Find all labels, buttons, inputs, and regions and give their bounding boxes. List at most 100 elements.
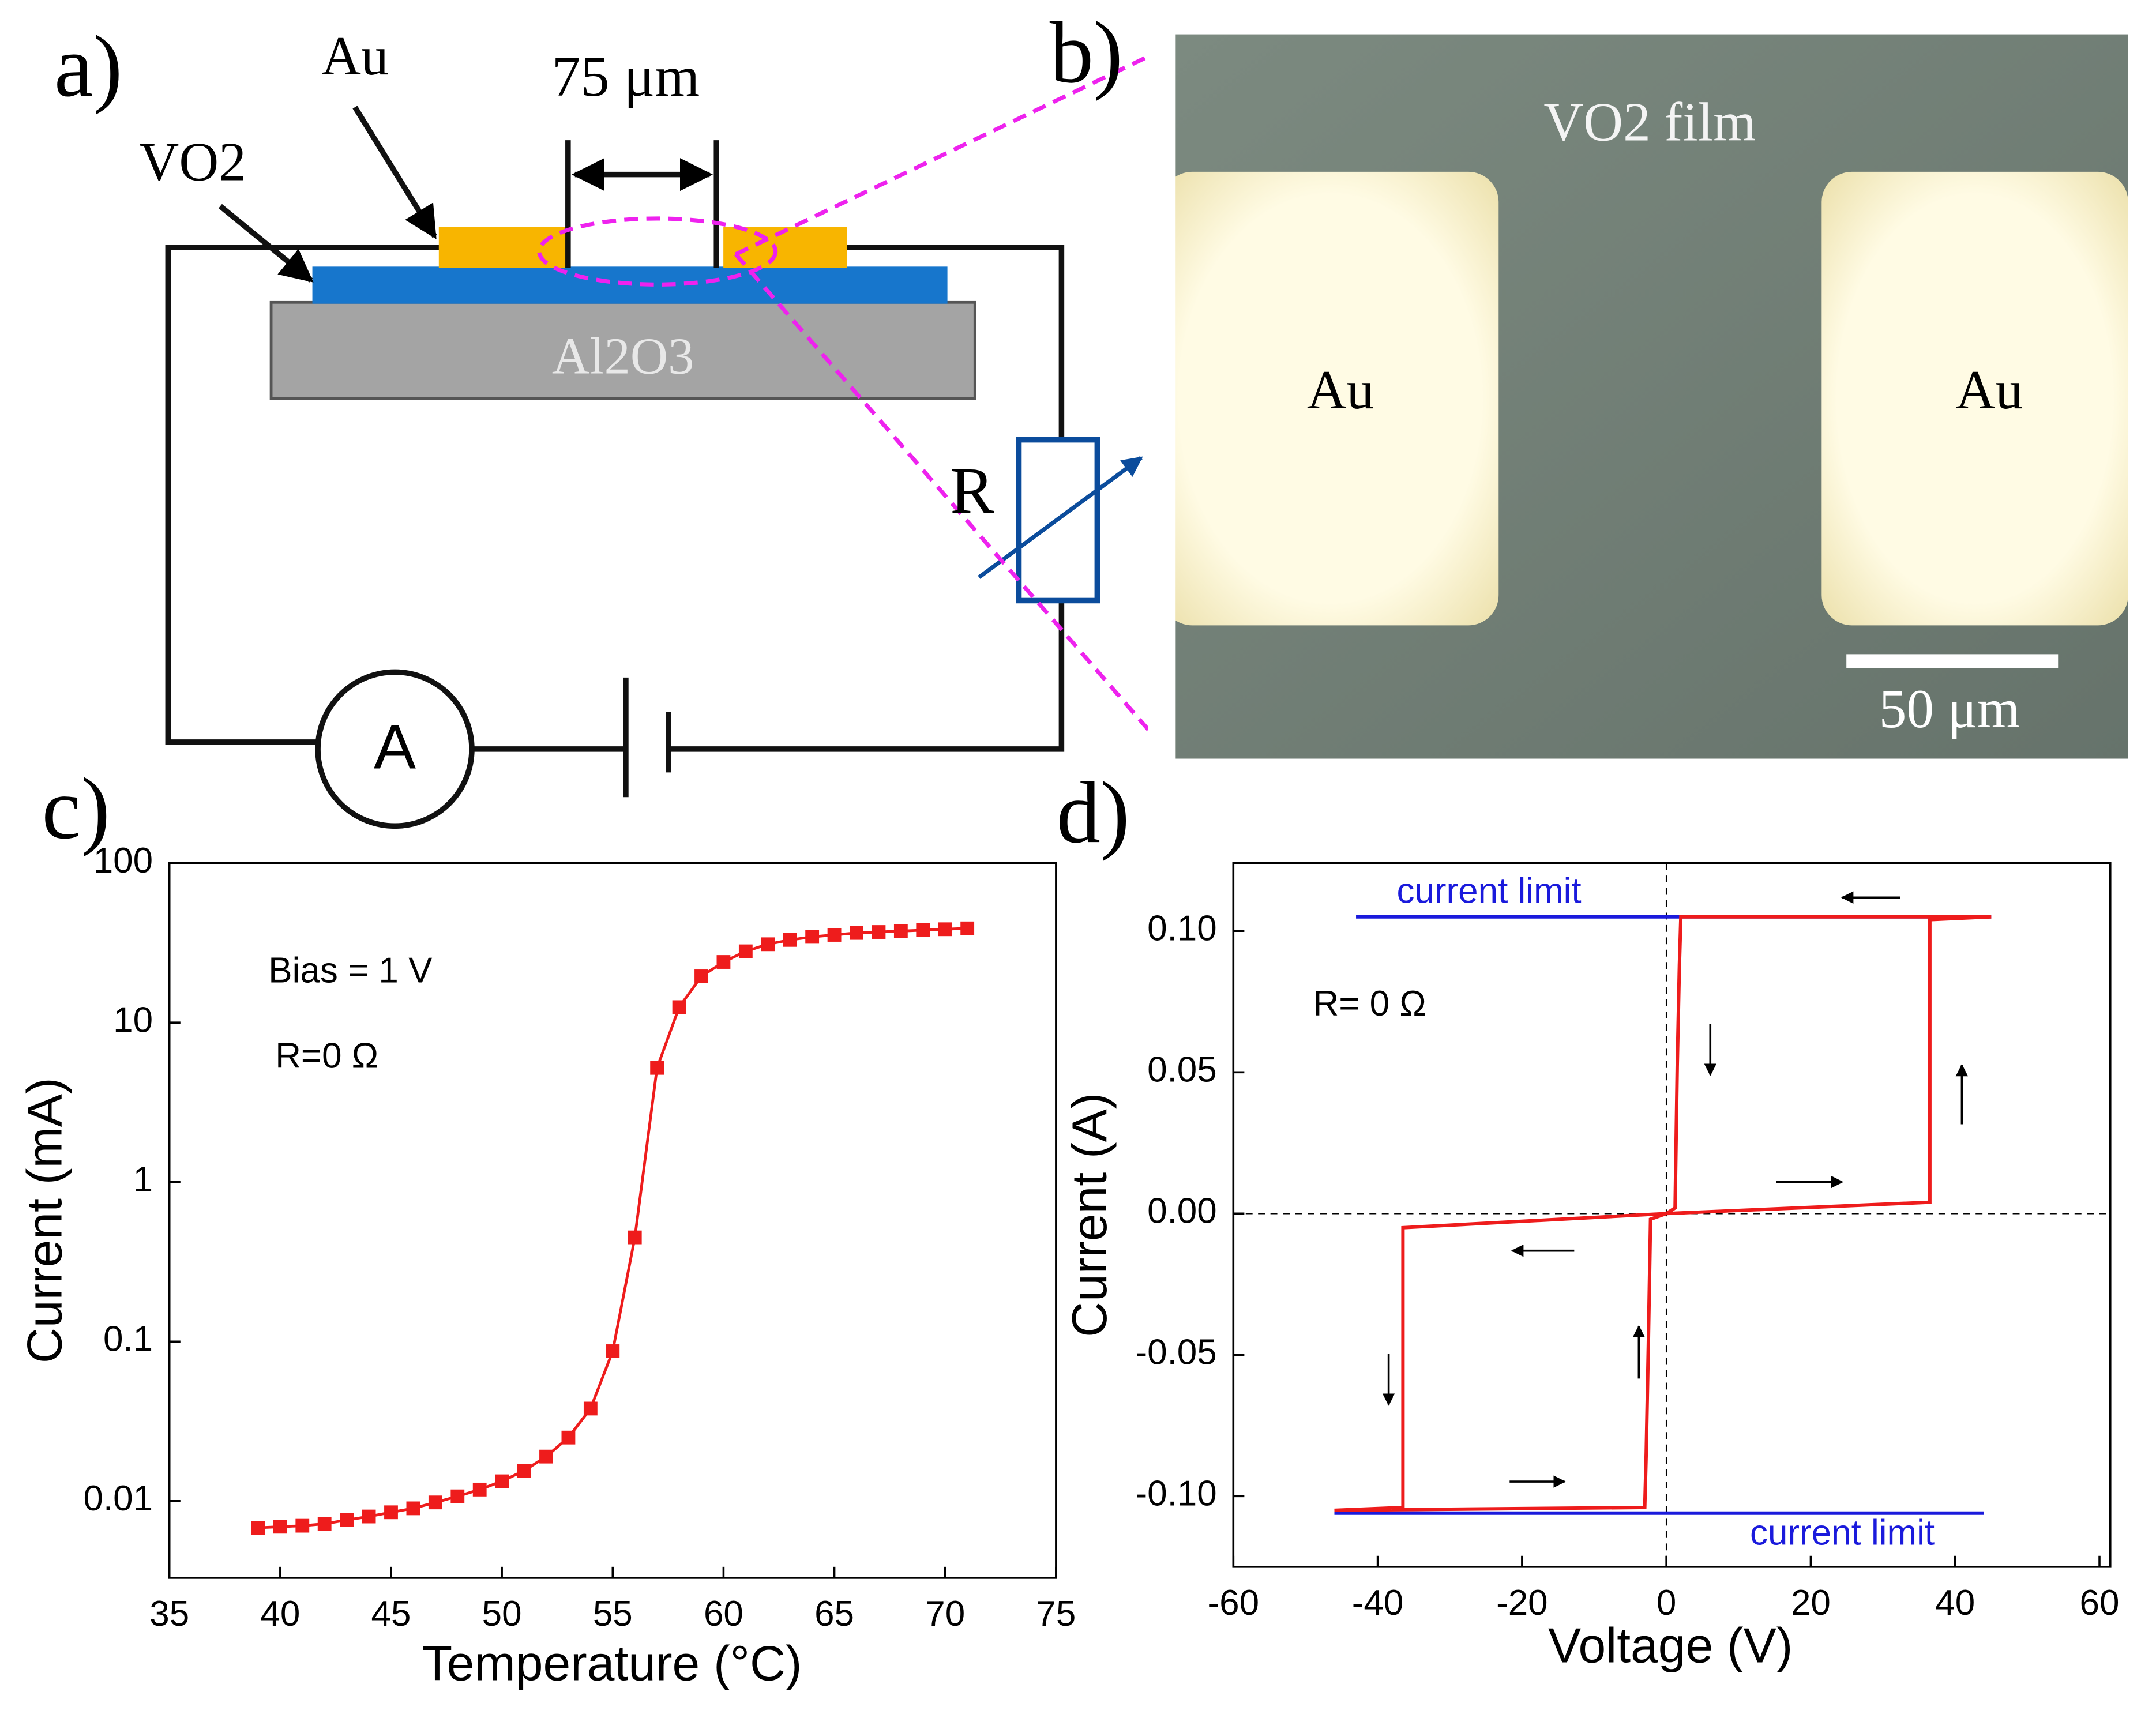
x-tick-label: 35: [149, 1594, 189, 1634]
y-tick-label: 0.05: [1147, 1050, 1217, 1090]
y-tick-label: 0.10: [1147, 909, 1217, 949]
annotation: R= 0 Ω: [1313, 984, 1426, 1024]
wire: [846, 245, 1065, 440]
label: Au: [1307, 359, 1374, 420]
data-point: [606, 1344, 620, 1358]
label: R: [950, 454, 994, 527]
panel-label: c): [42, 760, 110, 857]
x-tick-label: 45: [371, 1594, 411, 1634]
pointer: [218, 204, 314, 283]
data-point: [650, 1061, 664, 1075]
au-pad: [1162, 171, 1499, 626]
x-tick-label: 40: [1935, 1583, 1975, 1623]
data-point: [317, 1517, 332, 1531]
ammeter: [315, 669, 475, 829]
data-point: [827, 928, 842, 942]
data-point: [783, 933, 797, 947]
zoom-region: [537, 216, 778, 287]
zoom-line: [734, 253, 1170, 755]
data-point: [384, 1505, 398, 1520]
x-tick-label: 20: [1791, 1583, 1831, 1623]
data-point: [495, 1474, 509, 1488]
data-point: [362, 1509, 376, 1524]
y-axis-label: Current (A): [1062, 1093, 1117, 1337]
data-point: [960, 921, 975, 935]
data-point: [517, 1464, 531, 1478]
data-point: [716, 955, 731, 969]
x-tick-label: -20: [1496, 1583, 1548, 1623]
data-point: [850, 926, 863, 940]
wire: [668, 600, 1065, 752]
au-pad: [1821, 171, 2128, 626]
data-point: [628, 1230, 642, 1245]
data-line: [258, 927, 968, 1529]
micrograph-clip: [1148, 27, 1176, 770]
data-point: [340, 1513, 354, 1527]
y-tick-label: 0.00: [1147, 1191, 1217, 1231]
y-tick-label: 1: [133, 1160, 153, 1200]
data-point: [273, 1520, 287, 1534]
y-tick-label: 100: [93, 841, 153, 881]
resistor-arrow: [978, 456, 1143, 579]
label: VO2: [140, 131, 246, 193]
x-axis-label: Temperature (°C): [422, 1636, 802, 1691]
data-point: [472, 1482, 487, 1497]
data-point: [251, 1521, 265, 1535]
data-point: [406, 1501, 420, 1516]
plot-frame: [1232, 862, 2112, 1568]
data-point: [893, 924, 908, 938]
panel-label: d): [1057, 764, 1130, 861]
zoom-line: [735, 43, 1173, 257]
y-axis-label: Current (mA): [17, 1077, 73, 1363]
label: 75 μm: [552, 44, 700, 108]
y-tick-label: -0.05: [1135, 1333, 1216, 1373]
y-tick-label: 10: [113, 1001, 153, 1040]
x-axis-label: Voltage (V): [1548, 1618, 1793, 1673]
series-label: current limit: [1750, 1513, 1935, 1552]
x-tick-label: 70: [925, 1594, 965, 1634]
label: A: [374, 712, 416, 783]
data-point: [672, 1000, 686, 1014]
y-tick-label: 0.01: [84, 1479, 153, 1518]
label: 50 μm: [1879, 678, 2020, 739]
x-tick-label: 55: [593, 1594, 633, 1634]
data-point: [583, 1401, 598, 1416]
x-tick-label: -60: [1208, 1583, 1260, 1623]
annotation: R=0 Ω: [275, 1036, 378, 1076]
data-point: [738, 944, 753, 958]
x-tick-label: 65: [814, 1594, 854, 1634]
data-point: [761, 937, 775, 952]
data-point: [539, 1449, 553, 1464]
label: Au: [321, 25, 389, 87]
data-point: [872, 925, 886, 939]
label: a): [54, 17, 122, 115]
x-tick-label: 60: [2080, 1583, 2120, 1623]
data-point: [938, 922, 952, 937]
data-point: [295, 1518, 310, 1533]
label: b): [1050, 3, 1123, 101]
data-point: [428, 1495, 442, 1510]
pointer: [352, 106, 437, 239]
annotation: Bias = 1 V: [268, 951, 433, 991]
series-label: current limit: [1396, 871, 1581, 911]
x-tick-label: 40: [260, 1594, 300, 1634]
wire: [165, 245, 441, 745]
x-tick-label: -40: [1352, 1583, 1404, 1623]
data-line: [1334, 915, 1992, 1512]
label: Au: [1956, 359, 2023, 420]
label: VO2 film: [1543, 92, 1756, 153]
x-tick-label: 75: [1036, 1594, 1076, 1634]
x-tick-label: 50: [482, 1594, 522, 1634]
y-tick-label: -0.10: [1135, 1474, 1216, 1514]
y-tick-label: 0.1: [103, 1319, 153, 1359]
label: Al2O3: [552, 327, 694, 385]
data-point: [561, 1430, 576, 1445]
data-point: [916, 923, 930, 937]
data-point: [805, 930, 820, 944]
data-point: [450, 1489, 465, 1503]
x-tick-label: 0: [1657, 1583, 1676, 1623]
data-point: [694, 969, 708, 983]
x-tick-label: 60: [704, 1594, 743, 1634]
